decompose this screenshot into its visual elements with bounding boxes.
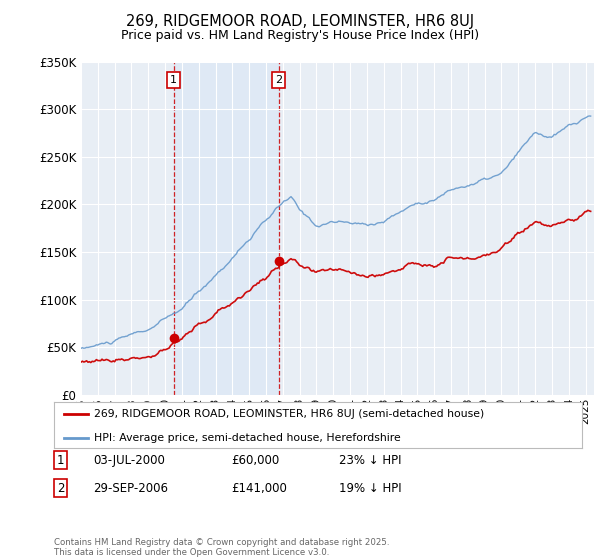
Text: 1: 1 (170, 75, 177, 85)
Text: 2: 2 (57, 482, 65, 495)
Text: 1: 1 (57, 454, 65, 467)
Bar (173, 62, 278, 395)
Text: 29-SEP-2006: 29-SEP-2006 (93, 482, 168, 495)
Text: 19% ↓ HPI: 19% ↓ HPI (339, 482, 401, 495)
Text: Contains HM Land Registry data © Crown copyright and database right 2025.
This d: Contains HM Land Registry data © Crown c… (54, 538, 389, 557)
Text: 03-JUL-2000: 03-JUL-2000 (93, 454, 165, 467)
Text: Price paid vs. HM Land Registry's House Price Index (HPI): Price paid vs. HM Land Registry's House … (121, 29, 479, 42)
Text: £60,000: £60,000 (231, 454, 279, 467)
Text: 23% ↓ HPI: 23% ↓ HPI (339, 454, 401, 467)
Text: HPI: Average price, semi-detached house, Herefordshire: HPI: Average price, semi-detached house,… (94, 433, 400, 443)
Text: 269, RIDGEMOOR ROAD, LEOMINSTER, HR6 8UJ (semi-detached house): 269, RIDGEMOOR ROAD, LEOMINSTER, HR6 8UJ… (94, 409, 484, 419)
Text: £141,000: £141,000 (231, 482, 287, 495)
Text: 2: 2 (275, 75, 282, 85)
Text: 269, RIDGEMOOR ROAD, LEOMINSTER, HR6 8UJ: 269, RIDGEMOOR ROAD, LEOMINSTER, HR6 8UJ (126, 14, 474, 29)
